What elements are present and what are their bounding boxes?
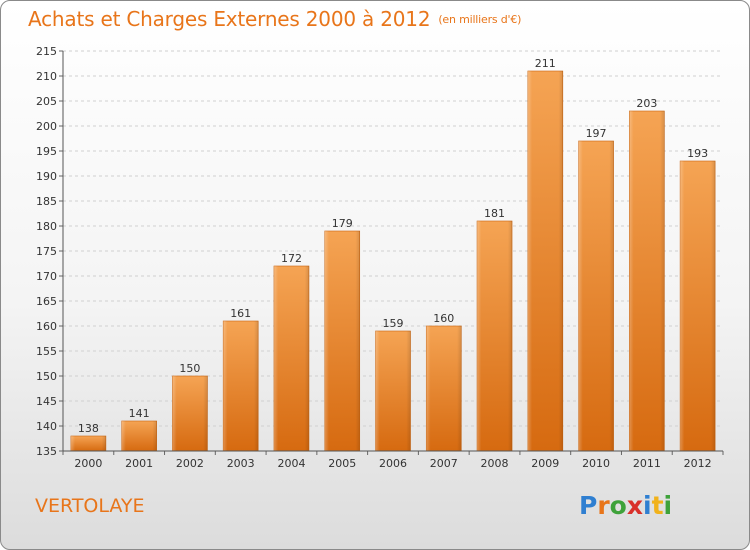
ytick-label-165: 165 [36, 295, 57, 308]
ytick-label-160: 160 [36, 320, 57, 333]
bar-shade-2004 [273, 266, 309, 451]
value-label-2005: 179 [332, 217, 353, 230]
value-label-2004: 172 [281, 252, 302, 265]
ytick-label-170: 170 [36, 270, 57, 283]
value-label-2001: 141 [129, 407, 150, 420]
bar-shade-2012 [680, 161, 716, 451]
xtick-label-2004: 2004 [277, 457, 305, 470]
ytick-label-140: 140 [36, 420, 57, 433]
xtick-label-2008: 2008 [481, 457, 509, 470]
bar-shade-2008 [477, 221, 513, 451]
title-text: Achats et Charges Externes 2000 à 2012 [28, 7, 431, 31]
commune-name: VERTOLAYE [35, 495, 145, 517]
bar-shade-2002 [172, 376, 208, 451]
value-label-2006: 159 [383, 317, 404, 330]
xtick-label-2005: 2005 [328, 457, 356, 470]
xtick-label-2011: 2011 [633, 457, 661, 470]
value-label-2012: 193 [687, 147, 708, 160]
proxiti-logo: Proxiti [579, 491, 673, 520]
bar-shade-2005 [324, 231, 360, 451]
xtick-label-2009: 2009 [531, 457, 559, 470]
value-label-2000: 138 [78, 422, 99, 435]
ytick-label-145: 145 [36, 395, 57, 408]
xtick-label-2012: 2012 [684, 457, 712, 470]
xtick-label-2001: 2001 [125, 457, 153, 470]
ytick-label-200: 200 [36, 120, 57, 133]
ytick-label-150: 150 [36, 370, 57, 383]
bar-shade-2011 [629, 111, 665, 451]
bar-shade-2010 [578, 141, 614, 451]
value-label-2008: 181 [484, 207, 505, 220]
bars: 138 141 150 161 172 179 159 160 181 211 197 203 193 [70, 57, 716, 452]
ytick-label-175: 175 [36, 245, 57, 258]
chart-title: Achats et Charges Externes 2000 à 2012 (e… [28, 7, 521, 31]
xtick-label-2007: 2007 [430, 457, 458, 470]
xtick-label-2002: 2002 [176, 457, 204, 470]
bar-shade-2001 [121, 421, 157, 451]
xtick-label-2010: 2010 [582, 457, 610, 470]
ytick-label-135: 135 [36, 445, 57, 458]
value-label-2002: 150 [179, 362, 200, 375]
ytick-label-210: 210 [36, 70, 57, 83]
value-label-2011: 203 [636, 97, 657, 110]
value-label-2010: 197 [586, 127, 607, 140]
title-unit: (en milliers d'€) [438, 13, 522, 26]
axes: 135 140 145 150 155 160 165 170 175 180 185 190 195 2… [36, 45, 724, 470]
ytick-label-185: 185 [36, 195, 57, 208]
value-label-2009: 211 [535, 57, 556, 70]
ytick-label-215: 215 [36, 45, 57, 58]
value-label-2007: 160 [433, 312, 454, 325]
xtick-label-2006: 2006 [379, 457, 407, 470]
ytick-label-180: 180 [36, 220, 57, 233]
bar-shade-2003 [223, 321, 259, 451]
ytick-label-190: 190 [36, 170, 57, 183]
value-label-2003: 161 [230, 307, 251, 320]
ytick-label-205: 205 [36, 95, 57, 108]
bar-shade-2006 [375, 331, 411, 451]
xtick-label-2000: 2000 [74, 457, 102, 470]
bar-shade-2009 [527, 71, 563, 451]
ytick-label-155: 155 [36, 345, 57, 358]
bar-shade-2000 [70, 436, 106, 451]
xtick-label-2003: 2003 [227, 457, 255, 470]
bar-shade-2007 [426, 326, 462, 451]
ytick-label-195: 195 [36, 145, 57, 158]
